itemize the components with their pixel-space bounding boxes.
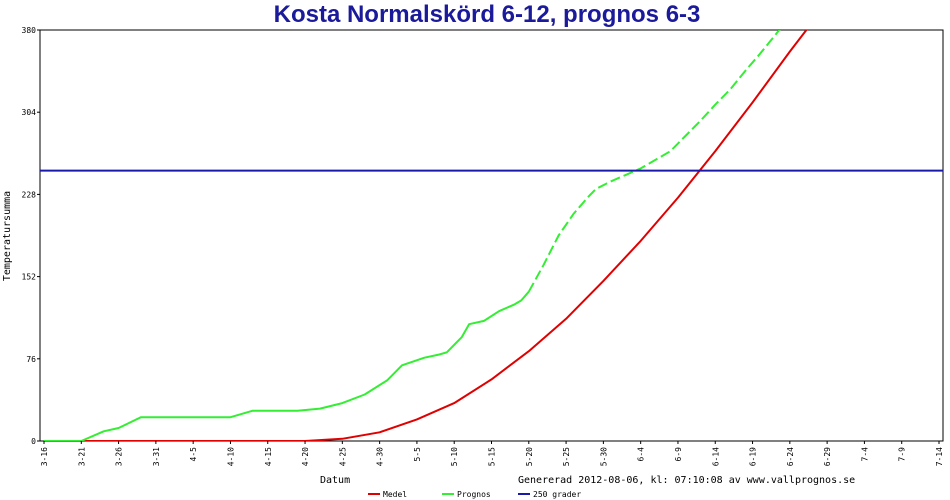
x-axis: 3-16 3-21 3-26 3-31 4-5 4-10 4-15 4-20 4-25 4-30 5… xyxy=(40,441,944,466)
legend: Medel Prognos 250 grader xyxy=(368,490,581,499)
x-tick-label: 6-29 xyxy=(823,447,832,466)
y-axis: 0 76 152 228 304 380 xyxy=(22,26,40,446)
x-tick-label: 6-24 xyxy=(786,447,795,466)
legend-item-medel: Medel xyxy=(368,490,407,499)
x-tick-label: 3-31 xyxy=(152,447,161,466)
x-tick-label: 3-21 xyxy=(77,447,86,466)
x-tick-label: 5-10 xyxy=(450,447,459,466)
x-tick-label: 6-14 xyxy=(711,447,720,466)
x-tick-label: 5-30 xyxy=(599,447,608,466)
y-axis-label: Temperatursumma xyxy=(2,191,13,281)
x-tick-label: 5-15 xyxy=(488,447,497,466)
x-tick-label: 5-20 xyxy=(525,447,534,466)
legend-label-prognos: Prognos xyxy=(457,490,491,499)
y-tick-label: 76 xyxy=(26,355,36,364)
legend-item-250-grader: 250 grader xyxy=(518,490,581,499)
series-line-prognos-dashed xyxy=(527,30,781,293)
y-tick-label: 228 xyxy=(22,190,37,199)
legend-item-prognos: Prognos xyxy=(442,490,491,499)
x-tick-label: 4-25 xyxy=(338,447,347,466)
footer-text: Genererad 2012-08-06, kl: 07:10:08 av ww… xyxy=(518,475,855,486)
chart-title: Kosta Normalskörd 6-12, prognos 6-3 xyxy=(274,1,701,28)
y-tick-label: 152 xyxy=(22,273,37,282)
x-tick-label: 3-26 xyxy=(115,447,124,466)
legend-label-250-grader: 250 grader xyxy=(533,490,581,499)
plot-frame xyxy=(39,29,944,442)
legend-label-medel: Medel xyxy=(383,490,407,499)
x-tick-label: 4-10 xyxy=(226,447,235,466)
y-tick-label: 304 xyxy=(22,108,37,117)
series-line-medel xyxy=(44,30,808,441)
x-tick-label: 4-30 xyxy=(376,447,385,466)
x-tick-label: 7-9 xyxy=(898,447,907,462)
x-tick-label: 3-16 xyxy=(40,447,49,466)
x-tick-label: 5-25 xyxy=(562,447,571,466)
series-layer xyxy=(40,30,943,441)
x-axis-label: Datum xyxy=(320,475,350,486)
x-tick-label: 4-15 xyxy=(264,447,273,466)
x-tick-label: 7-4 xyxy=(860,447,869,462)
x-tick-label: 5-5 xyxy=(413,447,422,462)
y-tick-label: 0 xyxy=(31,437,36,446)
x-tick-label: 6-4 xyxy=(637,447,646,462)
x-tick-label: 7-14 xyxy=(935,447,944,466)
x-tick-label: 4-20 xyxy=(301,447,310,466)
series-line-prognos xyxy=(44,291,530,441)
y-tick-label: 380 xyxy=(22,26,37,35)
plot-area xyxy=(39,29,944,442)
x-tick-label: 4-5 xyxy=(189,447,198,462)
x-tick-label: 6-9 xyxy=(674,447,683,462)
x-tick-label: 6-19 xyxy=(749,447,758,466)
